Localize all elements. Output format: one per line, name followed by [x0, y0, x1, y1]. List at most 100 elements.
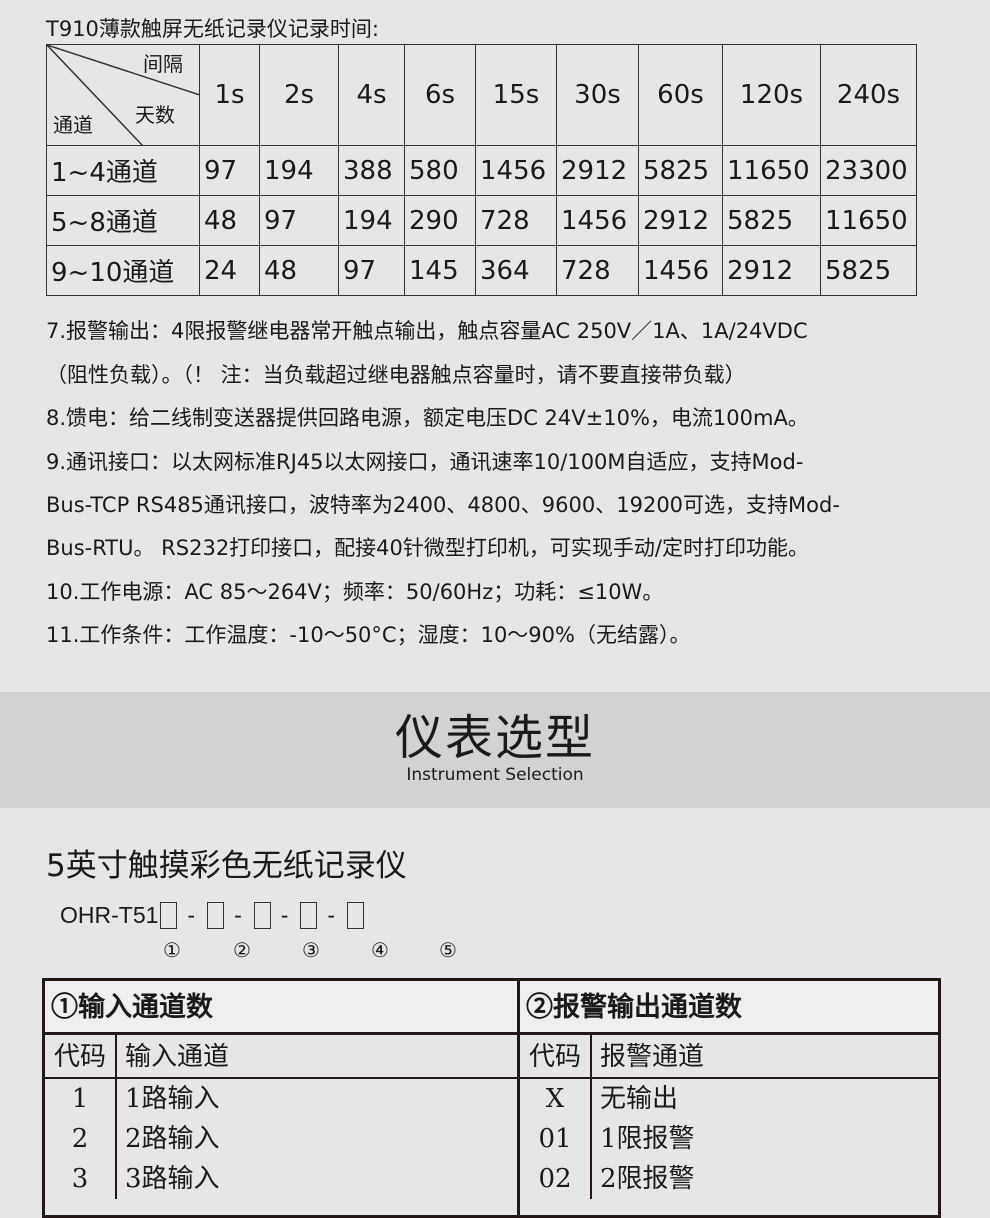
diagonal-lines: [47, 45, 200, 146]
table-row: 02 2限报警: [520, 1159, 938, 1199]
desc: 2路输入: [125, 1124, 220, 1154]
table-row: 3 3路输入: [45, 1159, 517, 1199]
cell: 2912: [722, 245, 821, 296]
alarm-output-table: ②报警输出通道数 代码 报警通道 X 无输出 01 1限报警 02 2限报警: [517, 978, 941, 1218]
row-label: 1~4通道: [46, 145, 200, 196]
spec-line: Bus-TCP RS485通讯接口，波特率为2400、4800、9600、192…: [46, 493, 840, 517]
table-header: ②报警输出通道数: [520, 981, 938, 1035]
code: 3: [45, 1159, 117, 1199]
table-row: 1 1路输入: [45, 1079, 517, 1119]
table-row: 5~8通道 48 97 194 290 728 1456 2912 5825 1…: [46, 195, 917, 246]
cell: 1456: [556, 195, 639, 246]
cell: 388: [338, 145, 405, 196]
marker: ③: [302, 938, 320, 962]
table-row: 01 1限报警: [520, 1119, 938, 1159]
cell: 2912: [556, 145, 639, 196]
code: 1: [45, 1079, 117, 1119]
section-title: 仪表选型: [394, 710, 595, 766]
cell: 728: [475, 195, 557, 246]
record-table-title: T910薄款触屏无纸记录仪记录时间:: [46, 17, 379, 41]
spec-line: 8.馈电：给二线制变送器提供回路电源，额定电压DC 24V±10%，电流100m…: [46, 406, 809, 430]
cell: 145: [404, 245, 476, 296]
cell: 364: [475, 245, 557, 296]
code-box: [253, 902, 271, 929]
table-header: ①输入通道数: [45, 981, 517, 1035]
code-box: [300, 902, 318, 929]
col-code: 代码: [520, 1035, 592, 1077]
corner-channel: 通道: [53, 113, 93, 137]
code: X: [520, 1079, 592, 1119]
cell: 1456: [475, 145, 557, 196]
desc: 无输出: [600, 1084, 679, 1114]
desc: 1路输入: [125, 1084, 220, 1114]
spec-line: Bus-RTU。 RS232打印接口，配接40针微型打印机，可实现手动/定时打印…: [46, 536, 809, 560]
code: 2: [45, 1119, 117, 1159]
cell: 2912: [638, 195, 723, 246]
table-row: 2 2路输入: [45, 1119, 517, 1159]
cell: 97: [259, 195, 339, 246]
cell: 728: [556, 245, 639, 296]
cell: 5825: [820, 245, 917, 296]
dash: -: [327, 902, 336, 928]
section-banner: 仪表选型 Instrument Selection: [0, 692, 990, 808]
model-prefix: OHR-T51: [60, 902, 159, 928]
column-headers: 代码 输入通道: [45, 1035, 517, 1079]
desc: 1限报警: [600, 1124, 695, 1154]
desc: 2限报警: [600, 1164, 695, 1194]
marker: ①: [163, 938, 181, 962]
cell: 97: [199, 145, 260, 196]
interval-header: 240s: [820, 44, 917, 146]
spec-line: 9.通讯接口：以太网标准RJ45以太网接口，通讯速率10/100M自适应，支持M…: [46, 450, 804, 474]
cell: 97: [338, 245, 405, 296]
interval-header: 30s: [556, 44, 639, 146]
code-box: [207, 902, 225, 929]
table-row: 1~4通道 97 194 388 580 1456 2912 5825 1165…: [46, 145, 917, 196]
interval-header: 15s: [475, 44, 557, 146]
row-label: 9~10通道: [46, 245, 200, 296]
interval-header: 2s: [259, 44, 339, 146]
cell: 290: [404, 195, 476, 246]
code-box: [160, 902, 178, 929]
cell: 194: [338, 195, 405, 246]
code-box: [347, 902, 365, 929]
desc: 3路输入: [125, 1164, 220, 1194]
col-desc: 报警通道: [600, 1042, 705, 1072]
cell: 5825: [638, 145, 723, 196]
interval-header: 120s: [722, 44, 821, 146]
dash: -: [280, 902, 289, 928]
cell: 580: [404, 145, 476, 196]
marker: ②: [233, 938, 251, 962]
spec-line: 7.报警输出：4限报警继电器常开触点输出，触点容量AC 250V／1A、1A/2…: [46, 319, 808, 343]
interval-header: 1s: [199, 44, 260, 146]
corner-days: 天数: [135, 103, 175, 127]
cell: 1456: [638, 245, 723, 296]
cell: 48: [259, 245, 339, 296]
cell: 48: [199, 195, 260, 246]
spec-line: （阻性负载）。（！ 注：当负载超过继电器触点容量时，请不要直接带负载）: [46, 363, 746, 387]
spec-line: 11.工作条件：工作温度：-10～50°C；湿度：10～90%（无结露）。: [46, 623, 691, 647]
product-title: 5英寸触摸彩色无纸记录仪: [46, 848, 407, 884]
cell: 24: [199, 245, 260, 296]
section-subtitle: Instrument Selection: [406, 765, 584, 785]
dash: -: [187, 902, 196, 928]
input-channel-table: ①输入通道数 代码 输入通道 1 1路输入 2 2路输入 3 3路输入: [42, 978, 520, 1218]
cell: 194: [259, 145, 339, 196]
table-row: 9~10通道 24 48 97 145 364 728 1456 2912 58…: [46, 245, 917, 296]
table-header-row: 间隔 天数 通道 1s 2s 4s 6s 15s 30s 60s 120s 24…: [46, 44, 917, 146]
table-row: X 无输出: [520, 1079, 938, 1119]
code: 01: [520, 1119, 592, 1159]
marker: ⑤: [439, 938, 457, 962]
corner-interval: 间隔: [143, 52, 183, 76]
cell: 11650: [820, 195, 917, 246]
model-code: OHR-T51 - - - -: [60, 902, 374, 929]
cell: 23300: [820, 145, 917, 196]
col-code: 代码: [45, 1035, 117, 1077]
cell: 5825: [722, 195, 821, 246]
cell: 11650: [722, 145, 821, 196]
record-time-table: 间隔 天数 通道 1s 2s 4s 6s 15s 30s 60s 120s 24…: [46, 44, 917, 296]
column-headers: 代码 报警通道: [520, 1035, 938, 1079]
corner-cell: 间隔 天数 通道: [46, 44, 200, 146]
interval-header: 4s: [338, 44, 405, 146]
interval-header: 6s: [404, 44, 476, 146]
marker: ④: [371, 938, 389, 962]
